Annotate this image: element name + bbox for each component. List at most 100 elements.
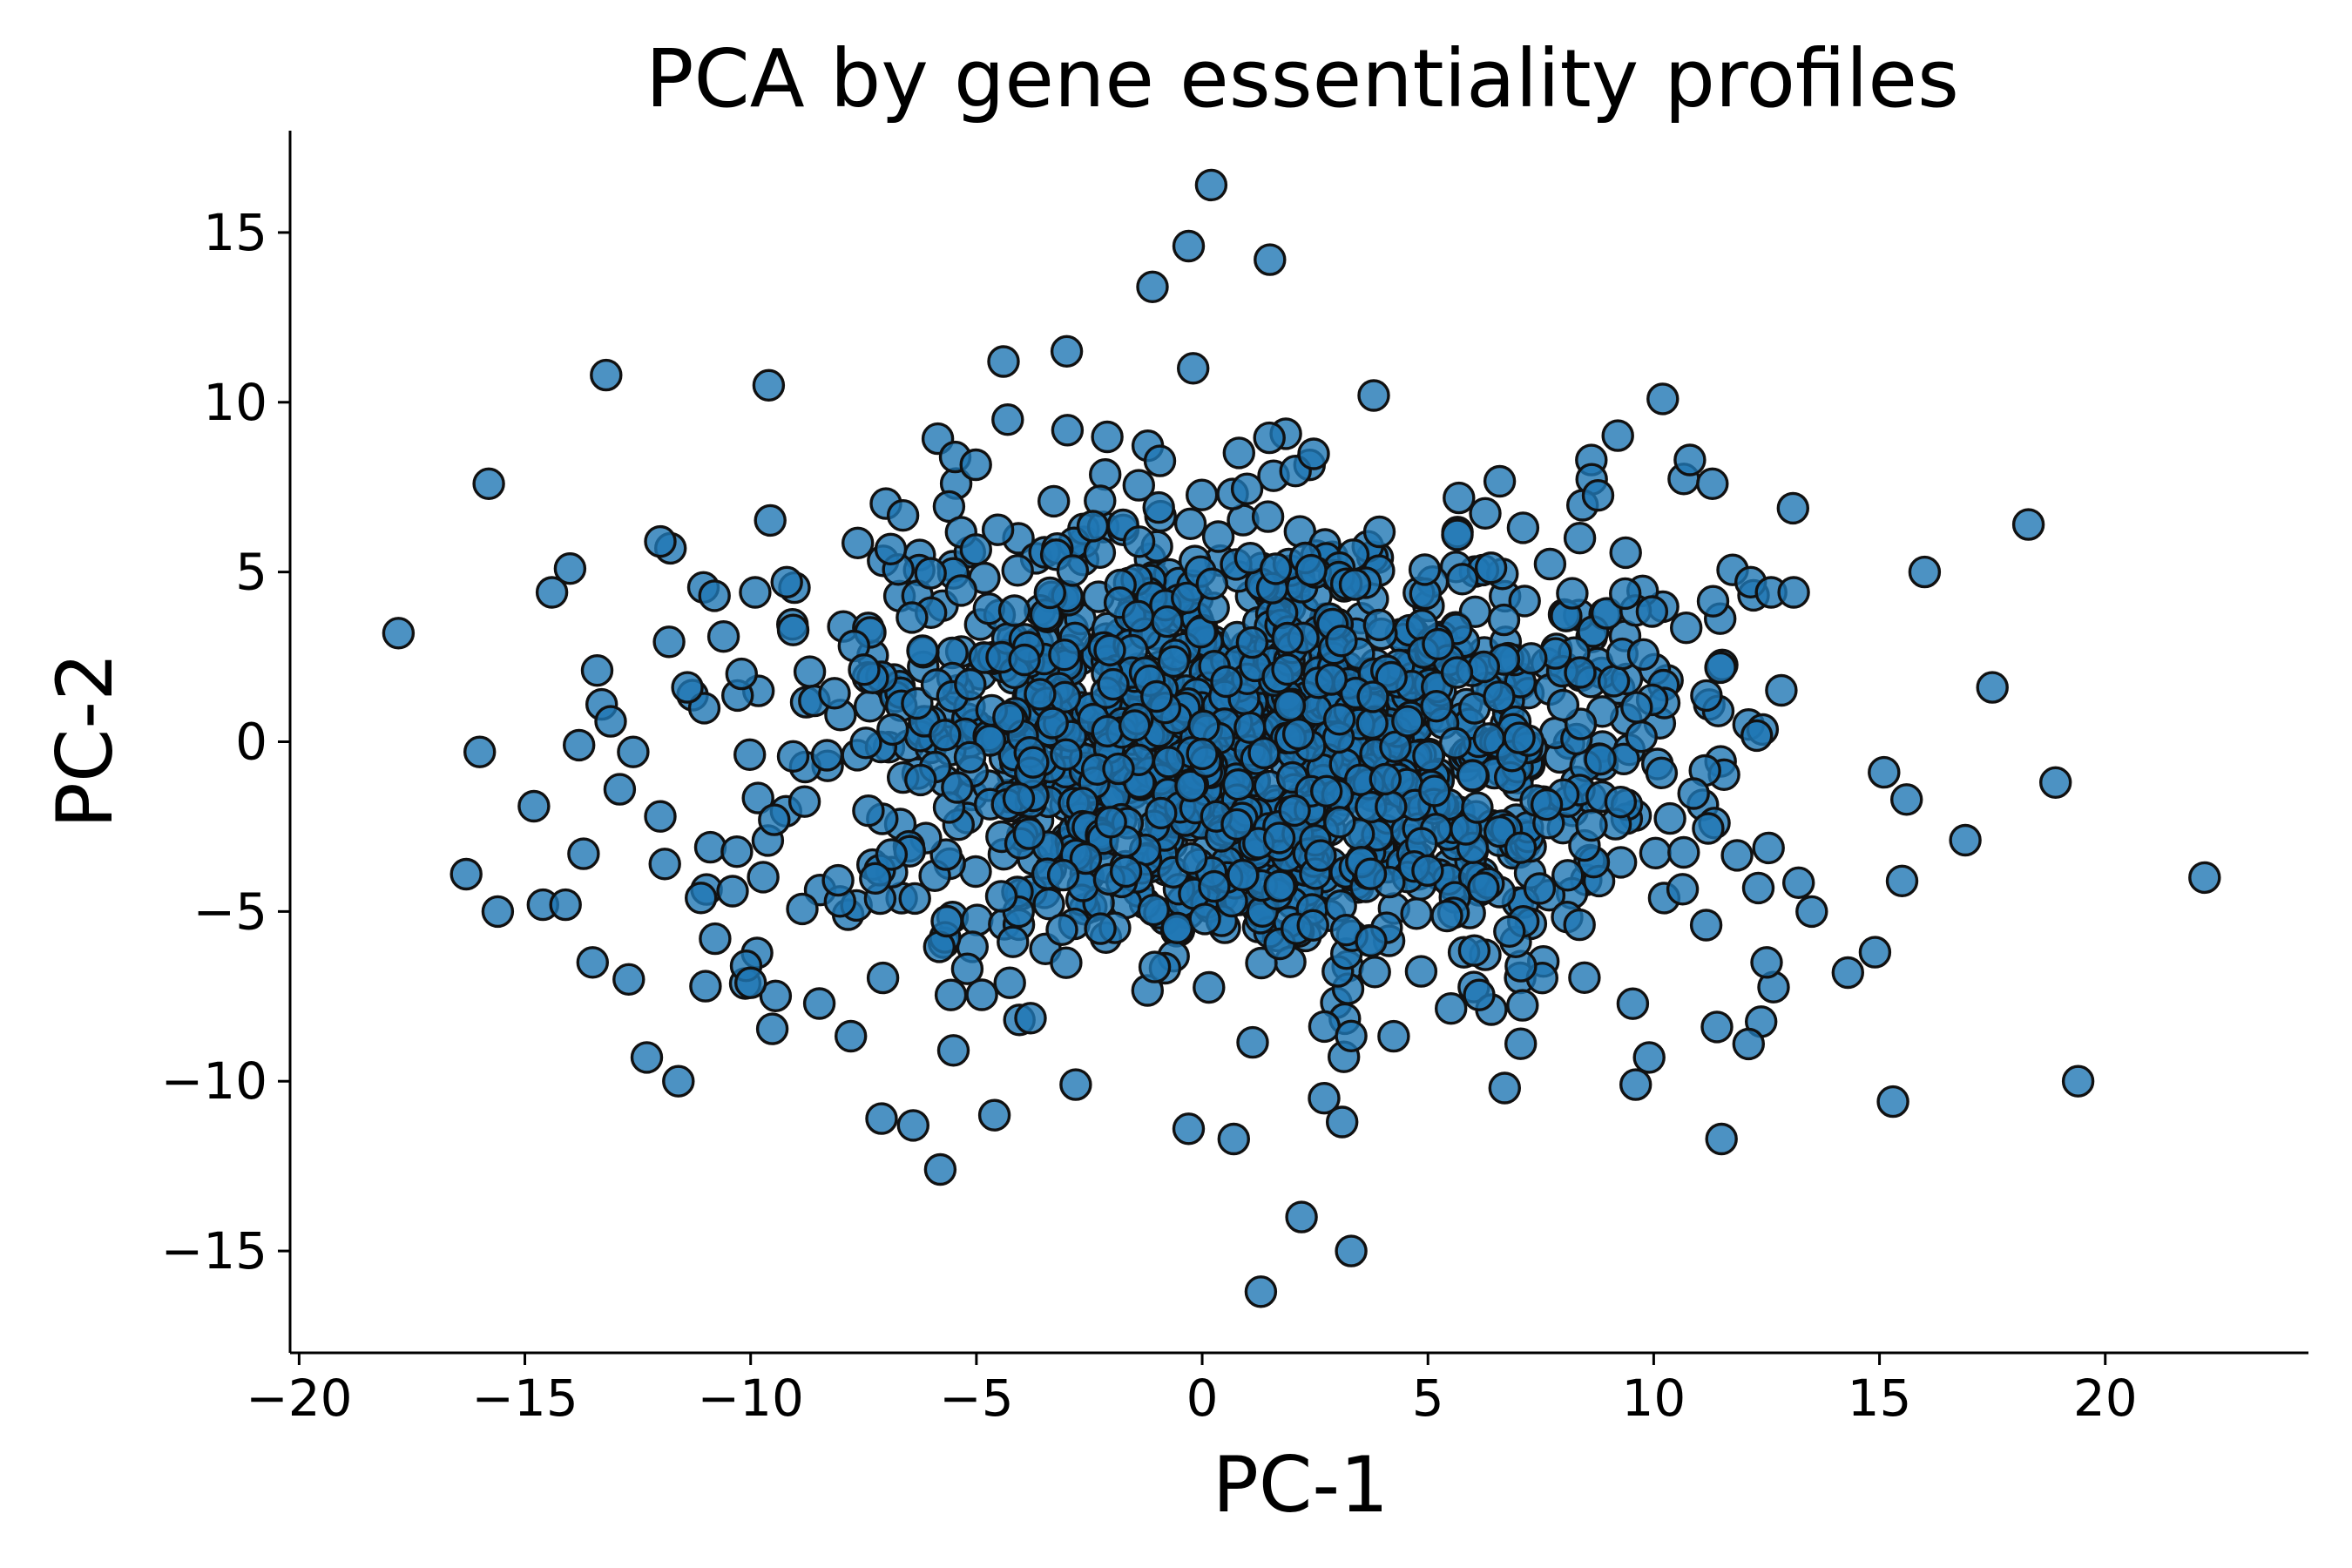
y-axis-label: PC-2	[40, 652, 130, 828]
data-point	[1493, 915, 1526, 949]
x-tick-label: −5	[939, 1369, 1014, 1428]
data-point	[865, 1102, 898, 1135]
data-point	[959, 448, 992, 482]
data-point	[1091, 714, 1125, 748]
data-point	[1889, 783, 1923, 816]
data-point	[1354, 857, 1388, 890]
data-point	[959, 533, 993, 566]
data-point	[549, 888, 582, 922]
data-point	[1051, 414, 1085, 447]
data-point	[1335, 1234, 1368, 1267]
data-point	[906, 634, 939, 667]
data-point	[1094, 806, 1127, 839]
data-point	[752, 368, 786, 402]
data-point	[747, 861, 780, 894]
data-point	[1777, 576, 1810, 609]
data-point	[1017, 746, 1050, 779]
data-point	[1400, 897, 1433, 930]
data-point	[1375, 790, 1408, 823]
data-point	[987, 345, 1020, 378]
data-point	[671, 671, 704, 704]
data-point	[1469, 497, 1502, 530]
data-point	[1217, 1122, 1251, 1156]
data-point	[1563, 908, 1596, 942]
data-point	[1508, 585, 1541, 618]
data-point	[1488, 1071, 1522, 1105]
data-point	[1024, 678, 1057, 711]
data-point	[1795, 895, 1828, 929]
data-point	[1308, 1081, 1341, 1115]
data-point	[1036, 706, 1070, 740]
data-point	[685, 882, 718, 915]
data-point	[1357, 379, 1390, 412]
data-point	[1012, 817, 1046, 850]
data-point	[1420, 690, 1453, 723]
data-point	[1050, 946, 1083, 979]
data-point	[725, 657, 758, 691]
data-point	[1045, 913, 1078, 947]
y-tick-label: 0	[235, 713, 267, 772]
data-point	[1046, 858, 1080, 892]
data-point	[776, 613, 810, 646]
data-point	[1138, 950, 1172, 983]
data-point	[1172, 1112, 1206, 1146]
data-point	[1001, 554, 1034, 587]
data-point	[1271, 652, 1304, 686]
data-point	[1456, 759, 1490, 792]
data-point	[590, 358, 623, 392]
data-point	[961, 903, 994, 936]
data-point	[1616, 987, 1650, 1020]
data-point	[954, 668, 987, 701]
data-point	[1102, 752, 1135, 786]
data-point	[1741, 871, 1775, 905]
data-point	[1309, 774, 1343, 808]
data-point	[886, 499, 920, 532]
data-point	[1609, 536, 1642, 570]
y-tick-label: −10	[161, 1051, 267, 1111]
data-point	[1259, 552, 1293, 585]
scatter-points	[382, 168, 2221, 1308]
data-point	[1122, 525, 1156, 558]
data-point	[1195, 567, 1229, 600]
data-point	[644, 524, 677, 558]
data-point	[603, 773, 637, 806]
data-point	[1137, 893, 1171, 927]
data-point	[1443, 481, 1476, 515]
x-tick-label: −20	[246, 1369, 352, 1428]
data-point	[944, 574, 978, 607]
data-point	[770, 565, 803, 598]
data-point	[841, 526, 875, 559]
data-point	[1210, 665, 1243, 699]
x-tick-label: 20	[2073, 1369, 2138, 1428]
data-point	[1564, 656, 1597, 689]
data-point	[1645, 756, 1679, 789]
data-point	[1515, 642, 1548, 675]
data-point	[1335, 1019, 1368, 1053]
data-point	[1185, 478, 1219, 511]
data-point	[734, 966, 767, 999]
data-point	[1235, 625, 1269, 659]
data-point	[953, 740, 987, 774]
data-point	[1226, 858, 1260, 892]
data-point	[699, 922, 732, 956]
data-point	[1608, 577, 1642, 611]
data-point	[1976, 671, 2009, 704]
data-point	[1262, 821, 1296, 855]
data-point	[1143, 444, 1177, 477]
data-point	[1408, 553, 1442, 586]
data-point	[991, 403, 1024, 436]
data-point	[1142, 490, 1175, 524]
data-point	[1732, 1027, 1766, 1061]
data-point	[859, 862, 892, 895]
data-point	[1002, 782, 1036, 815]
data-point	[1666, 873, 1700, 906]
data-point	[1858, 936, 1892, 969]
data-point	[1056, 554, 1090, 587]
y-axis-ticks: −15 −10 −5 0 5 10 15	[161, 203, 290, 1281]
data-point	[1908, 555, 1942, 589]
data-point	[1619, 1068, 1652, 1101]
data-point	[1563, 522, 1597, 555]
data-point	[1876, 1085, 1909, 1119]
data-point	[929, 719, 962, 752]
data-point	[652, 625, 686, 659]
